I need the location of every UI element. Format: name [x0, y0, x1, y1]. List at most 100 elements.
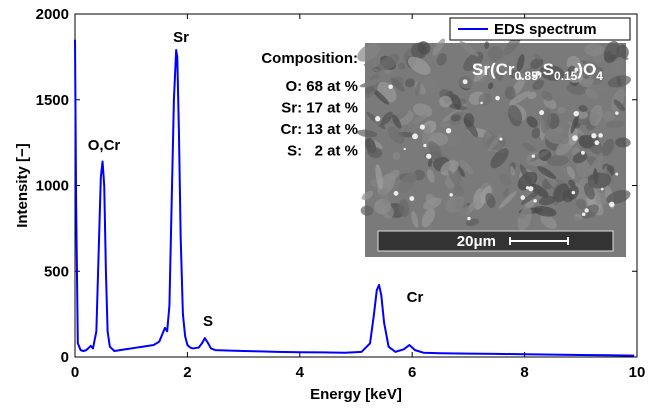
sem-grain — [417, 41, 431, 55]
sem-grain — [361, 77, 383, 88]
sem-grain — [517, 206, 532, 231]
sem-grain — [372, 119, 382, 126]
sem-grain — [412, 103, 433, 118]
sem-pore — [449, 193, 453, 197]
sem-grain — [541, 108, 552, 134]
sem-pore — [594, 140, 600, 146]
sem-grain — [588, 155, 603, 176]
sem-grain — [398, 62, 406, 70]
sem-pore — [609, 201, 615, 208]
sem-grain — [377, 54, 400, 71]
x-tick-label: 6 — [408, 364, 416, 381]
sem-pore — [426, 153, 432, 159]
sem-grain — [499, 174, 512, 187]
sem-pore — [445, 128, 452, 134]
sem-pore — [462, 79, 468, 85]
legend-box — [449, 17, 631, 41]
sem-grain — [595, 192, 608, 206]
sem-grain — [488, 133, 502, 152]
sem-grain — [503, 187, 510, 198]
formula-part: ,S — [538, 60, 554, 79]
sem-grain — [422, 197, 442, 210]
sem-grain — [508, 90, 531, 106]
sem-grain — [485, 192, 496, 208]
sem-grain — [520, 189, 542, 205]
sem-grain — [439, 123, 451, 128]
sem-grain — [551, 103, 557, 110]
x-tick-label: 10 — [629, 364, 646, 381]
sem-grain — [403, 48, 411, 61]
sem-grain — [428, 141, 442, 159]
sem-grain — [382, 205, 394, 219]
sem-grain — [361, 190, 374, 201]
sem-pore — [423, 143, 427, 148]
sem-grain — [387, 126, 405, 144]
sem-grain — [516, 54, 525, 72]
formula-subscript: 0.85 — [515, 69, 539, 83]
sem-grain — [445, 135, 460, 147]
sem-grain — [601, 138, 615, 156]
sem-grain — [372, 88, 390, 105]
sem-grain — [398, 172, 417, 193]
sem-pore — [533, 199, 537, 203]
sem-grain — [452, 185, 465, 197]
formula: Sr(Cr0.85,S0.15)O4 — [472, 60, 603, 83]
sem-grain — [455, 164, 465, 177]
formula-subscript: 0.15 — [554, 69, 578, 83]
formula-part: )O — [577, 60, 596, 79]
x-axis-label: Energy [keV] — [310, 386, 402, 403]
composition-line: Sr: 17 at % — [281, 100, 358, 117]
sem-grain — [447, 169, 462, 191]
sem-grain — [576, 158, 591, 178]
sem-grain — [407, 56, 431, 75]
sem-grain — [606, 190, 631, 205]
sem-pore — [499, 137, 503, 141]
sem-pore — [615, 111, 619, 115]
sem-grain — [381, 111, 393, 125]
sem-pore — [535, 70, 541, 76]
sem-pore — [571, 190, 576, 195]
scale-bar-box — [377, 230, 614, 252]
formula-subscript: 4 — [596, 69, 603, 83]
sem-inset: 20μm Sr(Cr0.85,S0.15)O4 — [356, 35, 632, 257]
sem-grain — [526, 116, 538, 128]
sem-grain — [360, 205, 374, 216]
sem-grain — [570, 113, 580, 134]
sem-grain — [520, 67, 539, 75]
sem-grain — [463, 117, 478, 137]
sem-grain — [484, 41, 490, 50]
sem-grain — [527, 91, 537, 100]
sem-pore — [393, 191, 399, 196]
y-tick-label: 1500 — [36, 92, 69, 109]
sem-pore — [532, 75, 536, 79]
sem-grain — [582, 204, 600, 219]
sem-grain — [421, 208, 435, 228]
sem-pore — [528, 186, 534, 192]
sem-grain — [607, 75, 632, 88]
sem-pore — [520, 195, 526, 200]
peak-label: Sr — [173, 29, 189, 46]
sem-grain — [436, 53, 447, 66]
sem-pore — [480, 101, 483, 105]
composition-line: S: 2 at % — [287, 143, 358, 160]
sem-grain — [387, 169, 400, 181]
sem-grain — [390, 77, 405, 92]
sem-pore — [419, 124, 425, 130]
sem-grain — [612, 56, 625, 74]
sem-grain — [582, 66, 591, 79]
sem-grain — [363, 63, 380, 73]
scale-bar-label: 20μm — [457, 233, 496, 250]
sem-grain — [459, 159, 473, 175]
y-tick-label: 1000 — [36, 178, 69, 195]
sem-grain — [480, 185, 492, 204]
sem-grain — [534, 54, 542, 60]
y-axis-label: Intensity [−] — [14, 143, 31, 228]
sem-grain — [533, 206, 557, 217]
sem-pore — [584, 208, 589, 213]
sem-grain — [566, 166, 576, 179]
sem-grain — [411, 211, 419, 228]
sem-grain — [415, 81, 421, 96]
sem-grain — [587, 172, 612, 189]
sem-grain — [375, 164, 383, 190]
sem-pore — [467, 216, 471, 221]
